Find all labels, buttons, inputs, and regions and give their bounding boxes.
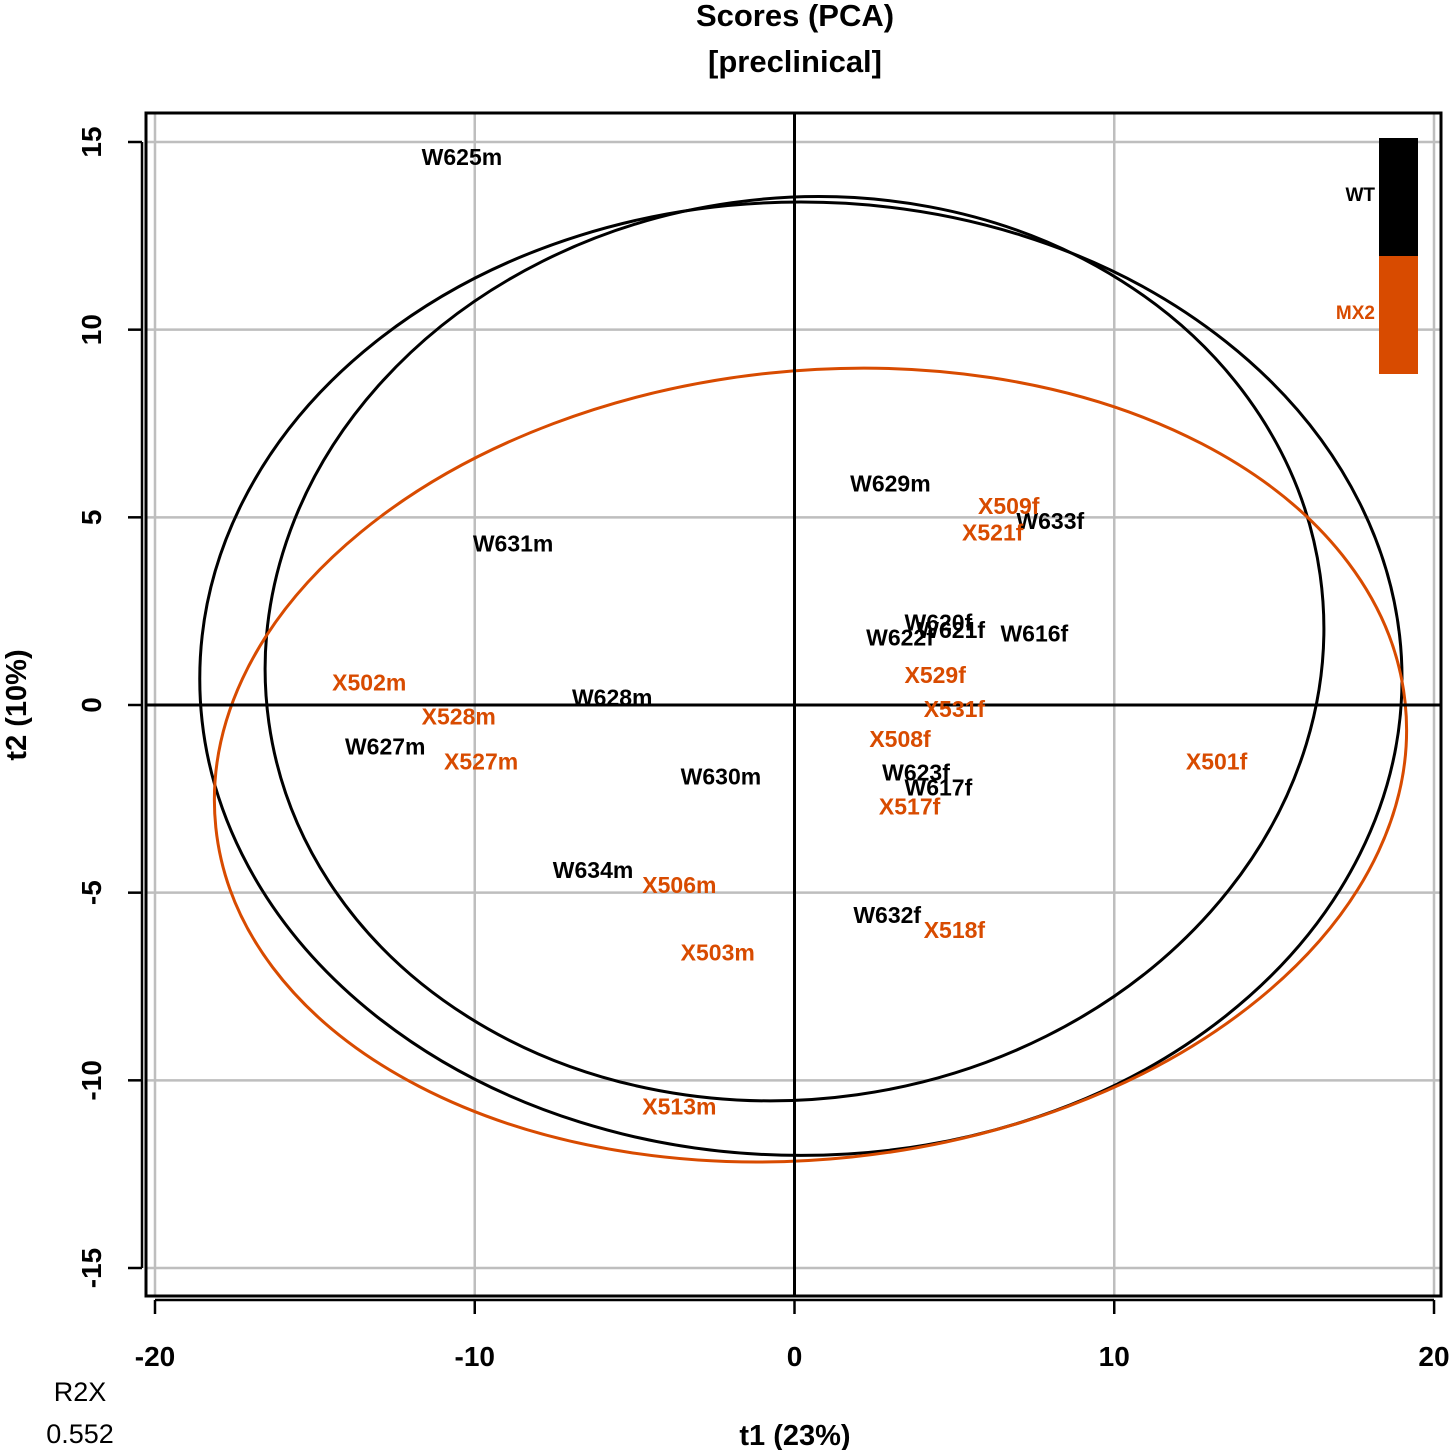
score-label-w616f: W616f: [1000, 621, 1068, 647]
x-axis-label: t1 (23%): [739, 1420, 850, 1450]
legend-label-mx2: MX2: [1336, 303, 1375, 324]
chart-title: Scores (PCA): [696, 0, 894, 33]
score-label-x517f: X517f: [879, 793, 941, 819]
score-label-w623f: W623f: [882, 760, 950, 786]
score-label-w628m: W628m: [572, 684, 653, 710]
legend-swatch-wt: [1379, 138, 1418, 256]
score-label-w627m: W627m: [345, 733, 426, 759]
score-label-w622f: W622f: [866, 624, 934, 650]
score-label-x521f: X521f: [962, 519, 1024, 545]
score-label-x508f: X508f: [869, 726, 931, 752]
score-label-w620f: W620f: [905, 609, 973, 635]
ellipse-mx2: [212, 366, 1409, 1164]
score-label-x513m: X513m: [642, 1094, 716, 1120]
y-axis-label: t2 (10%): [1, 649, 33, 760]
ellipse-wt: [263, 195, 1326, 1103]
y-tick-label: 5: [76, 510, 107, 526]
score-label-w630m: W630m: [681, 763, 762, 789]
score-label-x518f: X518f: [924, 917, 986, 943]
y-tick-label: 0: [76, 697, 107, 713]
y-tick-label: 10: [76, 314, 107, 345]
y-tick-label: -10: [76, 1060, 107, 1100]
axes: -20 -10 0 10 20 15 10 5 0 -5 -10 -15: [76, 126, 1450, 1372]
confidence-ellipses: [198, 195, 1409, 1164]
y-tick-label: 15: [76, 126, 107, 157]
score-label-w621f: W621f: [917, 617, 985, 643]
r2x-value: 0.552: [46, 1419, 114, 1449]
score-label-x501f: X501f: [1186, 748, 1248, 774]
legend-label-wt: WT: [1345, 185, 1375, 206]
score-label-w617f: W617f: [905, 775, 973, 801]
chart-subtitle: [preclinical]: [708, 44, 882, 79]
score-label-w625m: W625m: [422, 144, 503, 170]
legend-swatch-mx2: [1379, 256, 1418, 374]
score-label-x531f: X531f: [924, 696, 986, 722]
score-label-w631m: W631m: [473, 531, 554, 557]
x-tick-label: -10: [455, 1341, 495, 1372]
score-label-x509f: X509f: [978, 493, 1040, 519]
score-label-x503m: X503m: [681, 940, 755, 966]
score-label-w634m: W634m: [553, 857, 634, 883]
score-label-w633f: W633f: [1016, 508, 1084, 534]
x-tick-label: 10: [1099, 1341, 1130, 1372]
zero-lines: [146, 113, 1441, 1296]
r2x-label: R2X: [54, 1377, 107, 1407]
x-tick-label: 0: [787, 1341, 803, 1372]
y-tick-label: -15: [76, 1248, 107, 1288]
score-label-x527m: X527m: [444, 748, 518, 774]
score-label-x506m: X506m: [642, 872, 716, 898]
score-label-x528m: X528m: [422, 703, 496, 729]
plot-frame: [144, 111, 1443, 1298]
x-tick-label: 20: [1418, 1341, 1449, 1372]
y-tick-label: -5: [76, 880, 107, 905]
score-label-x502m: X502m: [332, 669, 406, 695]
x-tick-label: -20: [135, 1341, 175, 1372]
score-label-w632f: W632f: [853, 902, 921, 928]
score-label-w629m: W629m: [850, 471, 931, 497]
score-label-x529f: X529f: [905, 662, 967, 688]
legend: WT MX2: [1336, 138, 1418, 374]
